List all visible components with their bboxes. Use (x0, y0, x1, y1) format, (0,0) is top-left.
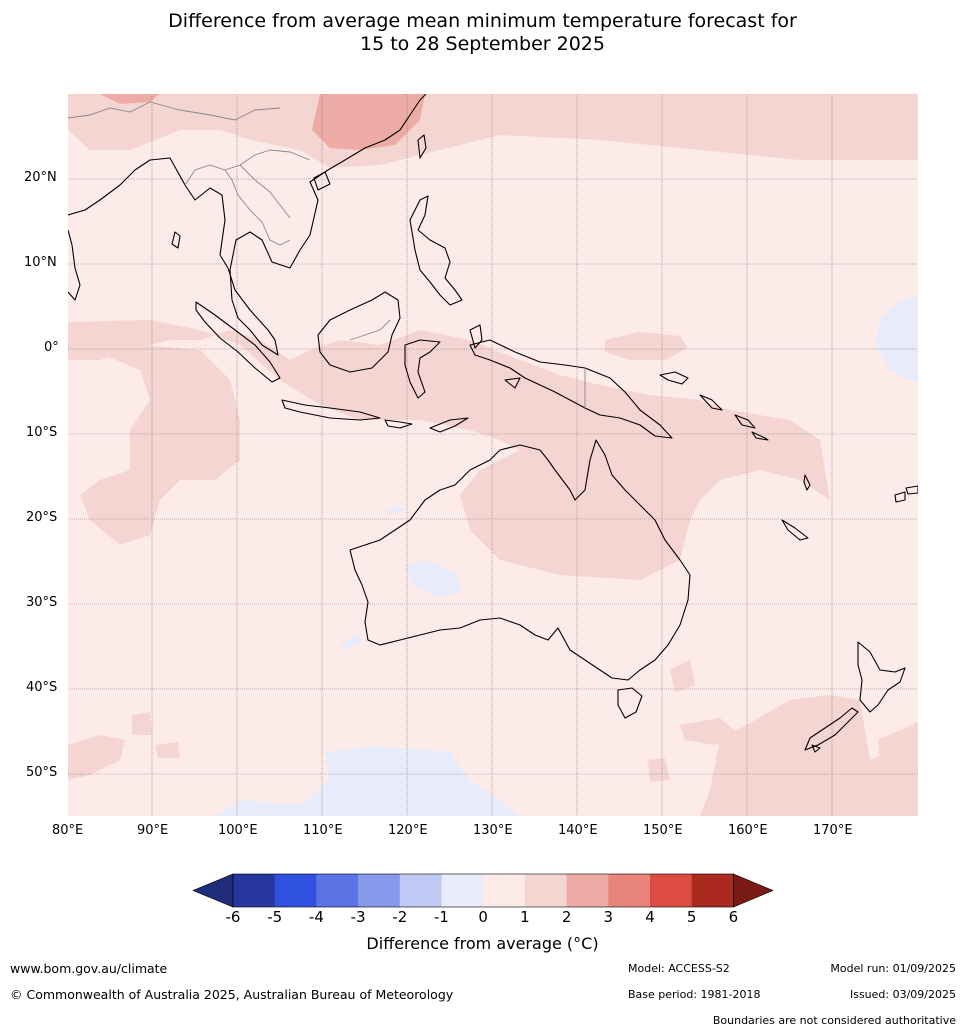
lon-label: 100°E (218, 823, 258, 838)
lon-label: 110°E (303, 823, 343, 838)
colorbar-segment (316, 874, 359, 907)
anomaly-region (68, 320, 830, 580)
lat-label: 10°N (24, 255, 57, 270)
country-boundaries (68, 101, 586, 408)
issued-date: Issued: 03/09/2025 (849, 988, 956, 1001)
colorbar-tick-label: -2 (392, 908, 407, 926)
anomaly-region (648, 758, 670, 782)
title-line-1: Difference from average mean minimum tem… (168, 10, 797, 32)
colorbar-tick-label: -1 (434, 908, 449, 926)
lon-label: 160°E (728, 823, 768, 838)
anomaly-region (100, 94, 160, 104)
anomaly-regions (68, 94, 918, 816)
colorbar-tick-label: 1 (520, 908, 530, 926)
lat-label: 50°S (26, 765, 58, 780)
lon-label: 150°E (643, 823, 683, 838)
model-run-date: Model run: 01/09/2025 (830, 962, 956, 975)
colorbar-segment (524, 874, 568, 907)
anomaly-region (670, 660, 695, 692)
anomaly-region (700, 695, 918, 816)
anomaly-region (68, 735, 125, 780)
lon-label: 140°E (558, 823, 598, 838)
lon-label: 80°E (52, 823, 84, 838)
lat-label: 20°N (24, 170, 57, 185)
anomaly-region (155, 742, 180, 758)
lon-label: 170°E (813, 823, 853, 838)
colorbar-segment (608, 874, 651, 907)
colorbar-over-arrow (733, 873, 774, 908)
copyright-text: © Commonwealth of Australia 2025, Austra… (10, 987, 454, 1002)
website-link[interactable]: www.bom.gov.au/climate (10, 961, 168, 976)
colorbar-tick-label: -6 (226, 908, 241, 926)
colorbar-tick-label: 4 (645, 908, 655, 926)
lat-label: 0° (44, 340, 59, 355)
anomaly-region (215, 746, 520, 816)
colorbar-frame (232, 873, 734, 908)
colorbar-segment (233, 874, 276, 907)
colorbar-segment (441, 874, 484, 907)
colorbar: -6 -5 -4 -3 -2 -1 0 1 2 3 4 5 6 (192, 873, 774, 926)
lon-label: 120°E (388, 823, 428, 838)
lat-label: 20°S (26, 510, 58, 525)
colorbar-segment (399, 874, 442, 907)
title-line-2: 15 to 28 September 2025 (360, 33, 605, 55)
colorbar-segment (483, 874, 526, 907)
anomaly-region (404, 560, 462, 598)
lat-label: 40°S (26, 680, 58, 695)
map-gridlines (68, 94, 918, 816)
colorbar-segment (358, 874, 401, 907)
colorbar-tick-label: -3 (351, 908, 366, 926)
model-name: Model: ACCESS-S2 (628, 962, 730, 975)
lat-label: 30°S (26, 595, 58, 610)
anomaly-region (878, 722, 918, 770)
colorbar-tick-label: 3 (604, 908, 614, 926)
colorbar-tick-label: 6 (729, 908, 739, 926)
map-title: Difference from average mean minimum tem… (0, 10, 965, 56)
anomaly-region (132, 712, 152, 735)
colorbar-tick-label: -5 (267, 908, 282, 926)
colorbar-tick-label: 5 (687, 908, 697, 926)
lon-label: 90°E (137, 823, 169, 838)
lat-label: 10°S (26, 425, 58, 440)
base-period: Base period: 1981-2018 (628, 988, 761, 1001)
anomaly-region (383, 505, 405, 514)
lon-label: 130°E (473, 823, 513, 838)
colorbar-tick-label: 0 (478, 908, 488, 926)
boundaries-disclaimer: Boundaries are not considered authoritat… (712, 1014, 956, 1027)
coastlines (68, 94, 918, 753)
anomaly-region (875, 295, 918, 383)
colorbar-tick-label: 2 (562, 908, 572, 926)
colorbar-segment (691, 874, 734, 907)
anomaly-region (312, 94, 425, 150)
colorbar-tick-label: -4 (309, 908, 324, 926)
colorbar-label: Difference from average (°C) (366, 934, 599, 953)
colorbar-segment (650, 874, 693, 907)
colorbar-segment (274, 874, 317, 907)
colorbar-under-arrow (192, 873, 234, 908)
anomaly-region (605, 332, 688, 360)
anomaly-region (68, 340, 240, 545)
anomaly-region (340, 634, 362, 650)
anomaly-region (68, 94, 918, 168)
colorbar-segment (566, 874, 609, 907)
